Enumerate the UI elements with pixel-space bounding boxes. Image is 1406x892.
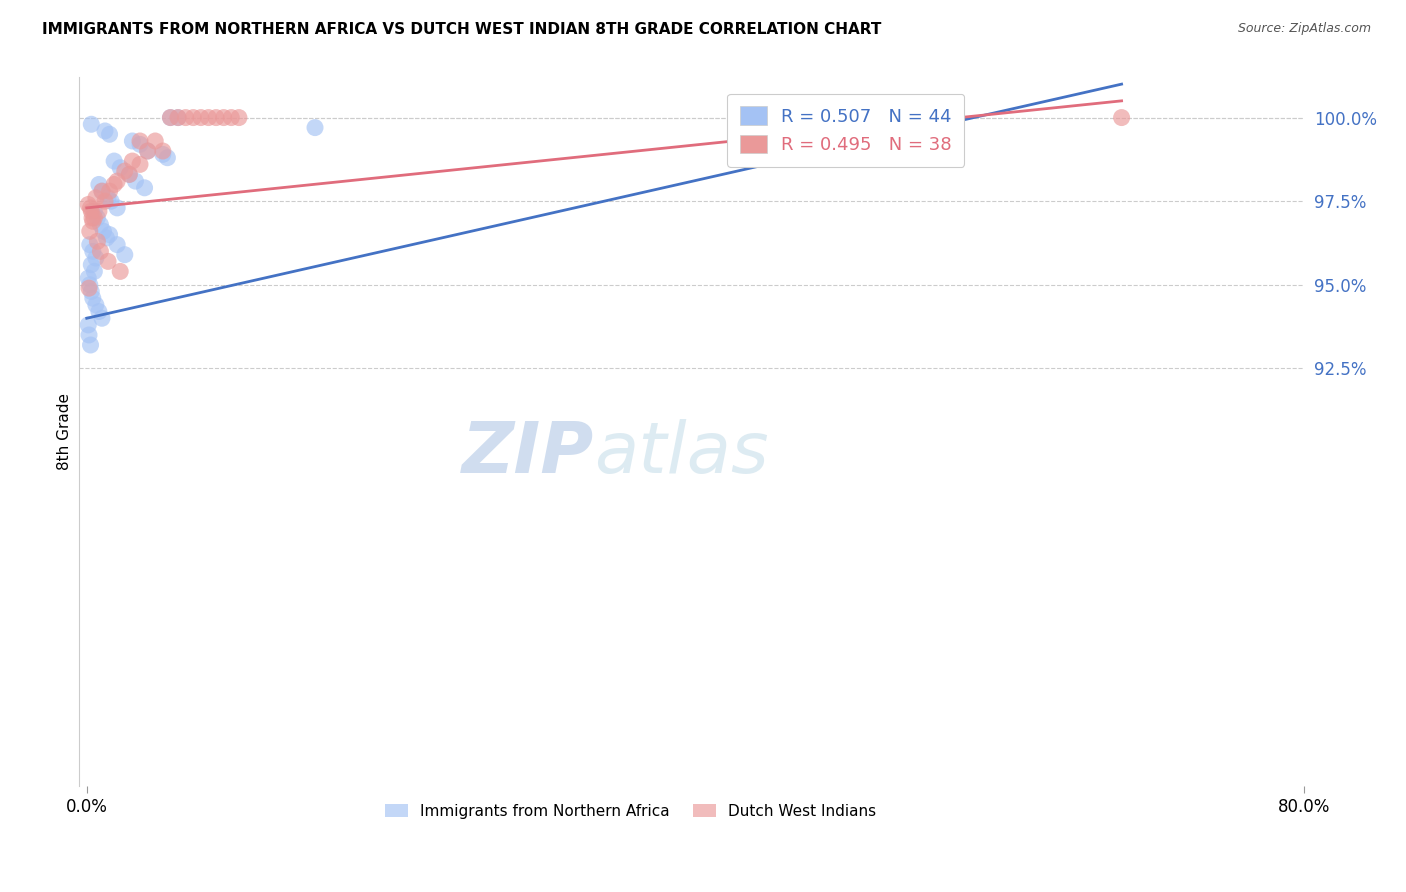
Point (86, 211, 108, 225)
Point (103, 154, 125, 169)
Text: Source: ZipAtlas.com: Source: ZipAtlas.com (1237, 22, 1371, 36)
Point (121, 154, 143, 169)
Text: ZIP: ZIP (461, 418, 593, 488)
Point (91, 184, 114, 198)
Point (129, 134, 152, 148)
Text: IMMIGRANTS FROM NORTHERN AFRICA VS DUTCH WEST INDIAN 8TH GRADE CORRELATION CHART: IMMIGRANTS FROM NORTHERN AFRICA VS DUTCH… (42, 22, 882, 37)
Point (136, 144, 159, 158)
Point (205, 111, 228, 125)
Point (114, 248, 136, 262)
Point (114, 164, 136, 178)
Text: atlas: atlas (593, 418, 768, 488)
Point (129, 157, 152, 171)
Point (82, 244, 104, 259)
Point (77, 271, 100, 285)
Point (118, 168, 141, 182)
Point (105, 201, 128, 215)
Point (87, 178, 110, 192)
Point (89, 244, 111, 259)
Point (100, 194, 122, 209)
Point (77, 197, 100, 211)
Point (181, 111, 204, 125)
Point (91, 184, 114, 198)
Point (82, 214, 104, 228)
Point (83, 264, 105, 278)
Point (136, 144, 159, 158)
Point (83, 211, 105, 225)
Point (143, 134, 166, 148)
Point (103, 178, 125, 192)
Point (221, 111, 243, 125)
Legend: Immigrants from Northern Africa, Dutch West Indians: Immigrants from Northern Africa, Dutch W… (378, 797, 882, 825)
Point (212, 111, 235, 125)
Point (190, 111, 212, 125)
Point (77, 281, 100, 295)
Point (79, 237, 101, 252)
Point (80, 211, 103, 225)
Y-axis label: 8th Grade: 8th Grade (58, 393, 72, 470)
Point (1111, 111, 1133, 125)
Point (86, 235, 108, 249)
Point (80, 117, 103, 131)
Point (84, 298, 107, 312)
Point (79, 338, 101, 352)
Point (174, 111, 197, 125)
Point (79, 201, 101, 215)
Point (98, 227, 121, 242)
Point (87, 204, 110, 219)
Point (98, 128, 121, 142)
Point (134, 181, 156, 195)
Point (94, 124, 117, 138)
Point (82, 291, 104, 305)
Point (77, 318, 100, 332)
Point (96, 231, 118, 245)
Point (83, 204, 105, 219)
Point (97, 254, 120, 268)
Point (129, 137, 152, 152)
Point (159, 111, 181, 125)
Point (79, 224, 101, 238)
Point (80, 258, 103, 272)
Point (118, 168, 141, 182)
Point (80, 204, 103, 219)
Point (84, 251, 107, 265)
Point (159, 111, 181, 125)
Point (167, 111, 190, 125)
Point (97, 191, 120, 205)
Point (98, 184, 121, 198)
Point (84, 191, 107, 205)
Point (124, 174, 146, 188)
Point (110, 161, 132, 175)
Point (94, 194, 117, 209)
Point (197, 111, 219, 125)
Point (228, 111, 250, 125)
Point (87, 304, 110, 318)
Point (105, 237, 128, 252)
Point (91, 311, 114, 326)
Point (304, 120, 326, 135)
Point (89, 218, 111, 232)
Point (156, 151, 179, 165)
Point (93, 224, 115, 238)
Point (105, 174, 128, 188)
Point (110, 264, 132, 278)
Point (121, 134, 143, 148)
Point (152, 147, 174, 161)
Point (167, 111, 190, 125)
Point (152, 144, 174, 158)
Point (79, 277, 101, 292)
Point (77, 328, 100, 343)
Point (80, 285, 103, 299)
